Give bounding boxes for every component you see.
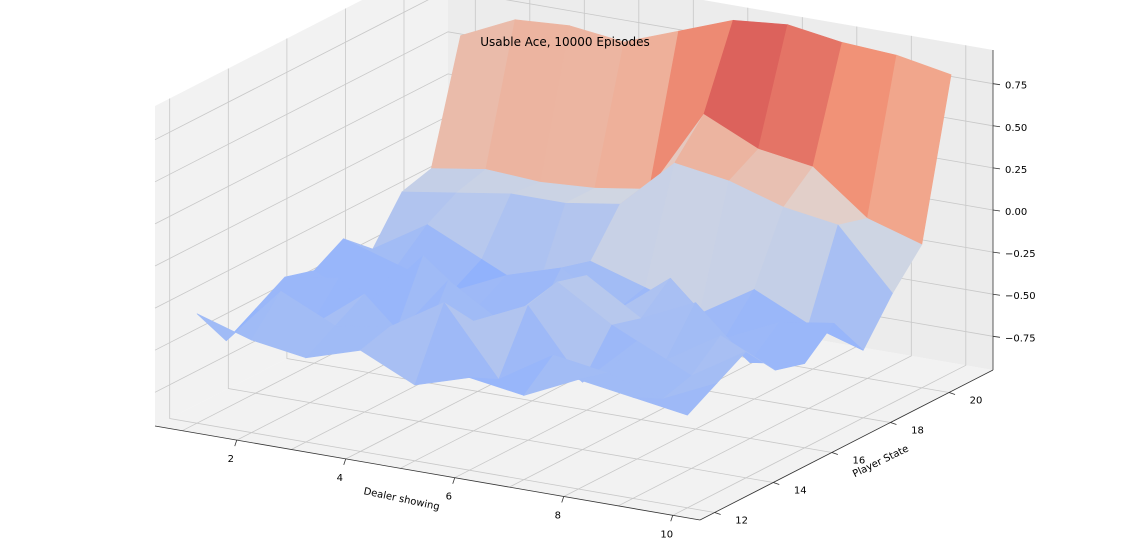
z-tick-mark — [992, 167, 1001, 170]
z-tick-mark — [992, 209, 1001, 212]
z-tick-mark — [992, 83, 1001, 86]
gridline-y — [227, 68, 774, 483]
z-tick-label: 0.50 — [1005, 123, 1027, 134]
tick-labels: 2 4 6 8 10 12 14 16 18 20 0.75 0.50 0.25 0.00 −0.25 −0.… — [228, 81, 1036, 541]
surface-mesh — [196, 19, 952, 416]
y-axis-line — [699, 369, 994, 521]
x-tick-label: 6 — [446, 492, 452, 503]
y-tick-label: 14 — [794, 486, 807, 497]
x-axis-label: Dealer showing — [362, 486, 440, 513]
x-tick-mark — [234, 439, 238, 447]
z-tick-label: −0.25 — [1005, 249, 1036, 260]
y-tick-label: 18 — [911, 426, 924, 437]
x-tick-label: 2 — [228, 454, 234, 465]
y-tick-mark — [831, 452, 838, 455]
z-tick-label: −0.50 — [1005, 291, 1036, 302]
z-tick-label: 0.75 — [1005, 81, 1027, 92]
z-tick-label: 0.00 — [1005, 207, 1027, 218]
y-tick-mark — [773, 482, 780, 485]
y-tick-label: 16 — [852, 456, 865, 467]
y-tick-mark — [948, 392, 956, 395]
z-tick-label: 0.25 — [1005, 165, 1027, 176]
x-tick-mark — [343, 458, 347, 466]
x-tick-mark — [561, 496, 565, 503]
z-tick-mark — [992, 293, 1001, 296]
z-tick-mark — [992, 125, 1001, 128]
x-axis-line — [154, 425, 701, 521]
x-tick-mark — [670, 515, 674, 522]
surface-facet — [632, 382, 718, 416]
gridline-y — [286, 38, 832, 453]
chart-title: Usable Ace, 10000 Episodes — [480, 35, 650, 49]
gridline-x — [672, 45, 967, 516]
gridline-y — [169, 98, 715, 513]
x-tick-label: 8 — [555, 511, 561, 522]
z-tick-mark — [992, 335, 1001, 338]
x-tick-label: 10 — [660, 529, 673, 540]
x-tick-label: 4 — [337, 473, 343, 484]
y-tick-label: 20 — [970, 396, 983, 407]
x-tick-mark — [452, 477, 456, 484]
z-tick-label: −0.75 — [1005, 333, 1036, 344]
y-tick-mark — [714, 512, 721, 515]
y-tick-mark — [890, 422, 897, 425]
z-tick-mark — [992, 251, 1001, 254]
y-tick-label: 12 — [735, 516, 748, 527]
